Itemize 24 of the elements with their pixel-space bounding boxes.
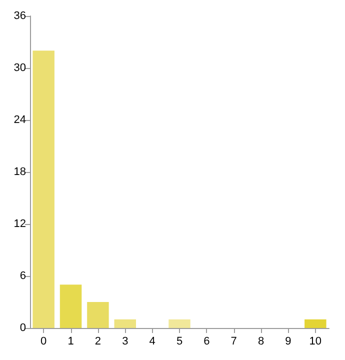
y-tick-label: 0: [20, 322, 26, 334]
y-tick-label: 18: [14, 166, 26, 178]
x-tick-label: 5: [176, 336, 183, 348]
y-tick-label: 36: [14, 10, 26, 22]
x-tick-label: 3: [122, 336, 128, 348]
x-tick-label: 1: [68, 336, 74, 348]
bar: [60, 284, 82, 328]
y-tick-label: 6: [20, 270, 26, 282]
x-tick-label: 6: [204, 336, 210, 348]
bar: [304, 319, 326, 328]
bar: [87, 302, 109, 328]
x-tick-label: 4: [149, 336, 156, 348]
x-tick-label: 9: [285, 336, 292, 348]
x-tick-label: 7: [230, 336, 237, 348]
x-tick-label: 10: [309, 336, 322, 348]
y-tick-label: 24: [14, 114, 26, 126]
bar: [32, 50, 54, 328]
bar: [168, 319, 190, 328]
x-tick-label: 2: [94, 336, 102, 348]
x-tick-label: 0: [40, 336, 47, 348]
x-tick-label: 8: [258, 336, 264, 348]
y-tick-label: 12: [14, 218, 26, 230]
y-tick-label: 30: [14, 62, 26, 74]
bar: [114, 319, 136, 328]
